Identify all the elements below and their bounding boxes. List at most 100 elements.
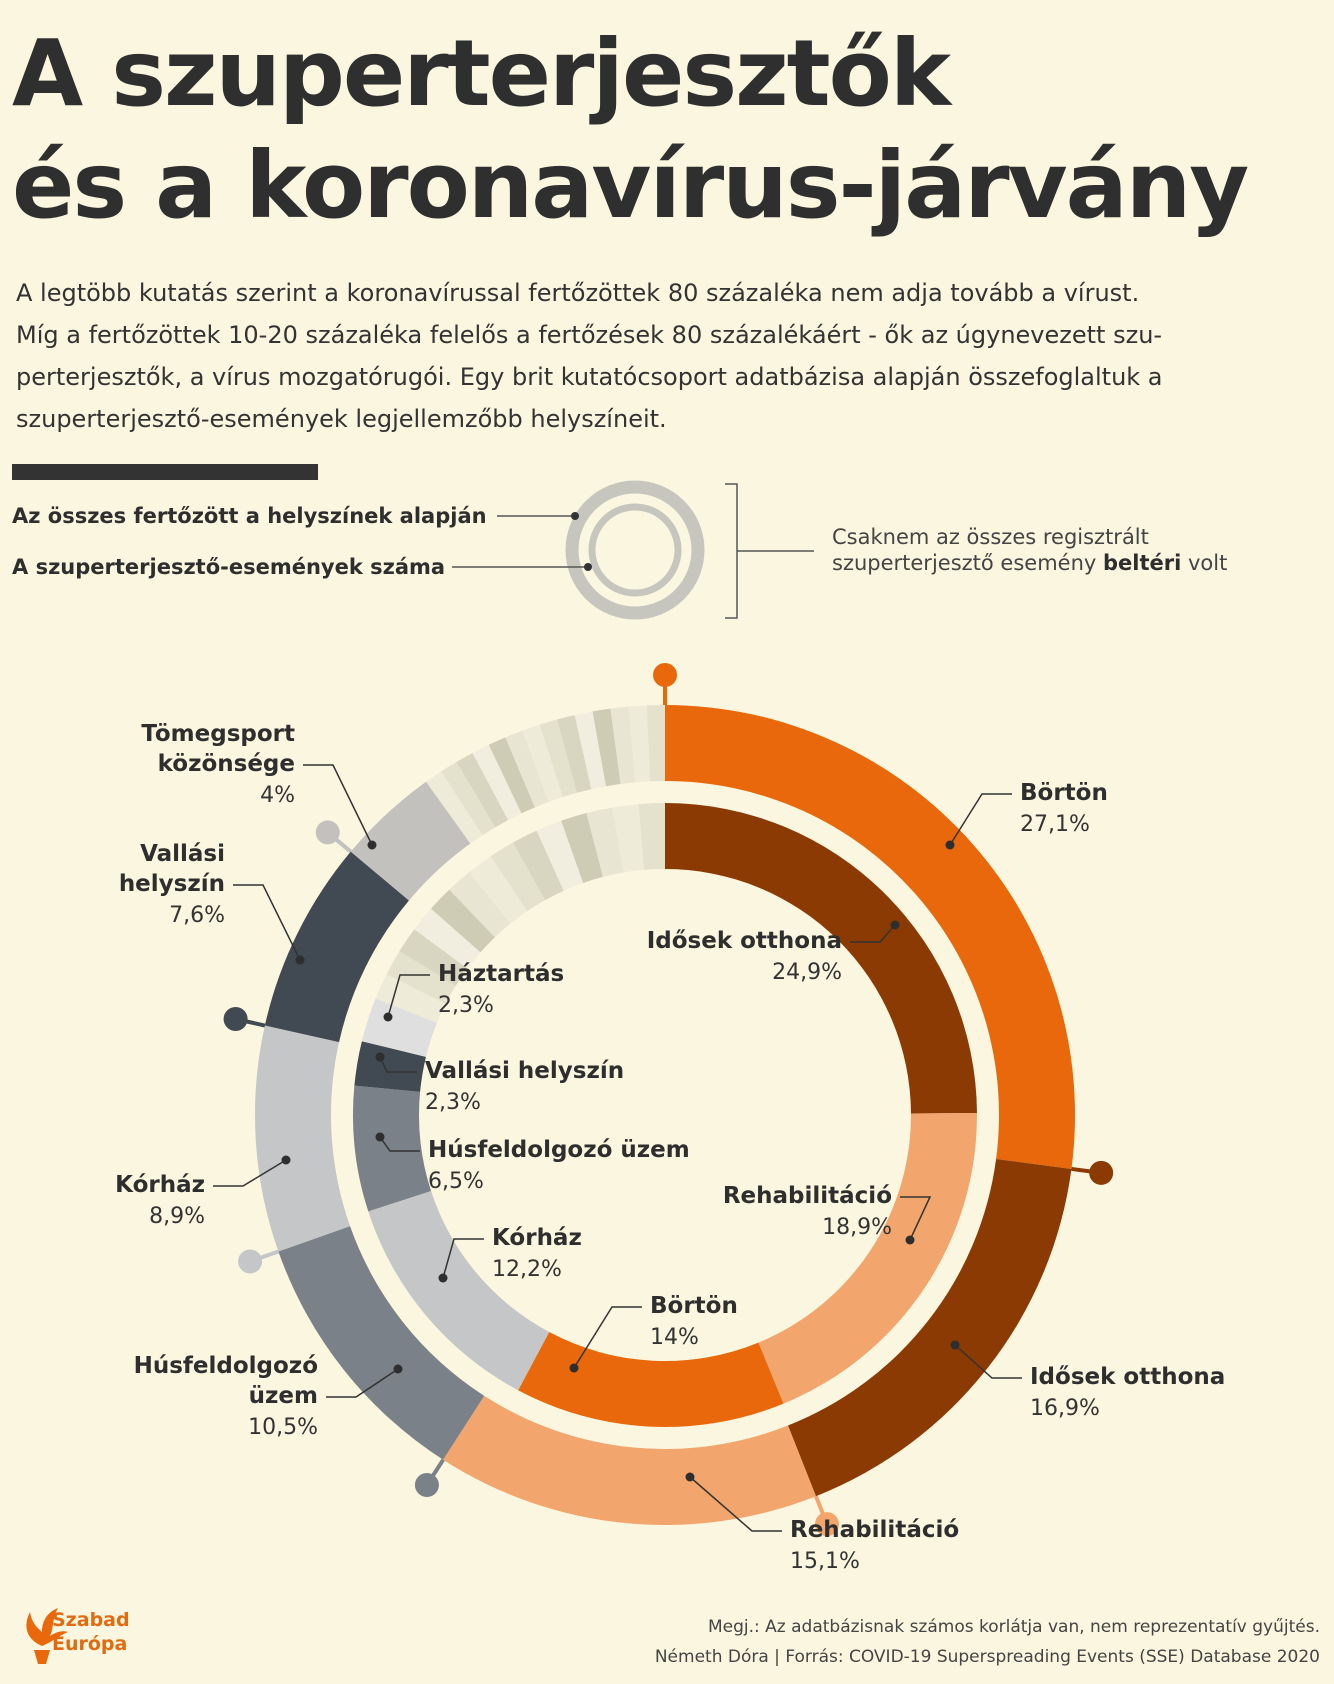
inner-segment-other-8 bbox=[490, 842, 546, 912]
outer-segment-husfeldolgozo-uzem bbox=[278, 1226, 485, 1460]
outer-leader-dot-idosek-otthona bbox=[950, 1340, 960, 1350]
inner-ring bbox=[353, 803, 977, 1427]
outer-leader-dot-husfeldolgozo-uzem bbox=[393, 1364, 403, 1374]
legend-outer-label: Az összes fertőzött a helyszínek alapján bbox=[12, 504, 487, 528]
legend-bracket bbox=[725, 483, 814, 619]
outer-leader-dot-tomegsport-kozonsege bbox=[367, 840, 377, 850]
outer-label-part: Húsfeldolgozó bbox=[134, 1353, 318, 1379]
inner-segment-korhaz bbox=[368, 1191, 550, 1391]
outer-label-part: Börtön bbox=[1020, 780, 1108, 806]
pin-dot-husfeldolgozo-uzem bbox=[414, 1473, 439, 1498]
legend-outer-ring bbox=[565, 480, 705, 620]
inner-label-part: Börtön bbox=[650, 1293, 738, 1319]
outer-segment-tomegsport-kozonsege bbox=[350, 781, 471, 901]
inner-leader-borton bbox=[573, 1306, 642, 1369]
outer-segment-other-1 bbox=[426, 771, 483, 844]
inner-segment-other-10 bbox=[536, 820, 584, 891]
inner-leader-rehabilitacio bbox=[900, 1196, 932, 1241]
outer-segment-rehabilitacio bbox=[443, 1395, 816, 1525]
inner-segment-rehabilitacio bbox=[758, 1113, 977, 1404]
inner-segment-other-7 bbox=[469, 856, 528, 924]
outer-value-korhaz: 8,9% bbox=[149, 1204, 205, 1229]
inner-segment-borton bbox=[518, 1332, 784, 1427]
legend-note-prefix: szuperterjesztő esemény bbox=[832, 551, 1103, 575]
pin-dot-rehabilitacio bbox=[814, 1512, 839, 1537]
legend-note-line-1: Csaknem az összes regisztrált bbox=[832, 525, 1149, 549]
outer-leader-dot-borton bbox=[945, 840, 955, 850]
inner-segment-other-1 bbox=[375, 974, 446, 1024]
outer-leader-dot-korhaz bbox=[281, 1155, 291, 1165]
outer-leader-dot-rehabilitacio bbox=[685, 1472, 695, 1482]
outer-label-part: Tömegsport bbox=[141, 721, 295, 747]
inner-leader-haztartas bbox=[387, 974, 430, 1018]
page-title: A szuperterjesztők és a koronavírus-járv… bbox=[12, 18, 1249, 242]
inner-label-idosek-otthona: Idősek otthona bbox=[647, 928, 842, 954]
legend-inner-ring bbox=[588, 503, 682, 597]
inner-value-rehabilitacio: 18,9% bbox=[822, 1215, 892, 1240]
outer-value-idosek-otthona: 16,9% bbox=[1030, 1396, 1100, 1421]
legend-inner-label: A szuperterjesztő-események száma bbox=[12, 555, 445, 579]
pin-dot-tomegsport-kozonsege bbox=[315, 820, 340, 845]
inner-label-vallasi-helyszin: Vallási helyszín bbox=[425, 1058, 624, 1084]
inner-label-borton: Börtön bbox=[650, 1293, 738, 1319]
inner-segment-other-6 bbox=[449, 872, 511, 938]
outer-label-rehabilitacio: Rehabilitáció bbox=[790, 1517, 959, 1543]
outer-segment-idosek-otthona bbox=[787, 1158, 1072, 1497]
inner-leader-dot-korhaz bbox=[438, 1273, 448, 1283]
pin-dot-vallasi-helyszin bbox=[223, 1007, 248, 1032]
inner-leader-husfeldolgozo-uzem bbox=[379, 1136, 420, 1152]
outer-label-part: Idősek otthona bbox=[1030, 1364, 1225, 1390]
outer-segment-vallasi-helyszin bbox=[264, 851, 409, 1043]
outer-label-husfeldolgozo-uzem: Húsfeldolgozó üzem bbox=[134, 1353, 318, 1409]
pin-dot-idosek-otthona bbox=[1089, 1160, 1114, 1185]
legend-rings bbox=[452, 480, 814, 620]
inner-segment-haztartas bbox=[361, 998, 437, 1057]
footer-note: Megj.: Az adatbázisnak számos korlátja v… bbox=[708, 1617, 1320, 1637]
inner-label-korhaz: Kórház bbox=[492, 1225, 582, 1251]
inner-segment-other-5 bbox=[430, 889, 495, 953]
leader-lines bbox=[213, 764, 1022, 1532]
intro-line-2: Míg a fertőzöttek 10-20 százaléka felelő… bbox=[16, 321, 1163, 349]
outer-label-part: helyszín bbox=[119, 871, 225, 897]
intro-line-4: szuperterjesztő-események legjellemzőbb … bbox=[16, 405, 667, 433]
outer-segment-other-4 bbox=[472, 744, 522, 821]
outer-ring bbox=[254, 705, 1075, 1525]
outer-label-tomegsport-kozonsege: Tömegsport közönsége bbox=[141, 721, 295, 777]
legend-inner-dot bbox=[584, 563, 592, 571]
segment-labels: Börtön 27,1% Idősek otthona 16,9% Rehabilitá… bbox=[115, 721, 1225, 1574]
outer-label-part: üzem bbox=[249, 1383, 318, 1409]
outer-label-part: közönsége bbox=[158, 751, 295, 777]
legend-note-line-2: szuperterjesztő esemény beltéri volt bbox=[832, 551, 1227, 575]
outer-value-husfeldolgozo-uzem: 10,5% bbox=[248, 1415, 318, 1440]
brand-line-1: Szabad bbox=[52, 1609, 130, 1631]
flame-logo-icon bbox=[26, 1608, 68, 1664]
inner-segment-other-14 bbox=[638, 803, 665, 870]
inner-label-part: Vallási helyszín bbox=[425, 1058, 624, 1084]
intro-line-3: perterjesztők, a vírus mozgatórugói. Egy… bbox=[16, 363, 1163, 391]
inner-segment-other-9 bbox=[512, 830, 564, 901]
inner-value-idosek-otthona: 24,9% bbox=[772, 960, 842, 985]
outer-segment-other-3 bbox=[456, 753, 509, 828]
outer-value-tomegsport-kozonsege: 4% bbox=[260, 783, 295, 808]
outer-leader-husfeldolgozo-uzem bbox=[326, 1368, 399, 1398]
outer-leader-korhaz bbox=[213, 1159, 287, 1187]
outer-leader-borton bbox=[949, 793, 1012, 846]
inner-label-part: Rehabilitáció bbox=[723, 1183, 892, 1209]
inner-leader-dot-borton bbox=[569, 1363, 579, 1373]
inner-segment-husfeldolgozo-uzem bbox=[353, 1085, 432, 1212]
inner-segment-other-11 bbox=[561, 813, 604, 884]
inner-value-haztartas: 2,3% bbox=[438, 993, 494, 1018]
outer-segment-other-14 bbox=[646, 705, 665, 782]
outer-segment-other-13 bbox=[628, 705, 651, 783]
outer-leader-vallasi-helyszin bbox=[233, 884, 301, 961]
inner-segment-other-4 bbox=[414, 908, 481, 969]
inner-value-husfeldolgozo-uzem: 6,5% bbox=[428, 1169, 484, 1194]
ring-pins bbox=[223, 663, 1114, 1537]
inner-label-part: Háztartás bbox=[438, 961, 564, 987]
intro-paragraph: A legtöbb kutatás szerint a koronavíruss… bbox=[16, 272, 1316, 440]
title-line-2: és a koronavírus-járvány bbox=[12, 132, 1249, 239]
inner-label-part: Húsfeldolgozó üzem bbox=[428, 1137, 690, 1163]
outer-segment-other-9 bbox=[556, 715, 592, 793]
inner-leader-korhaz bbox=[442, 1238, 484, 1279]
